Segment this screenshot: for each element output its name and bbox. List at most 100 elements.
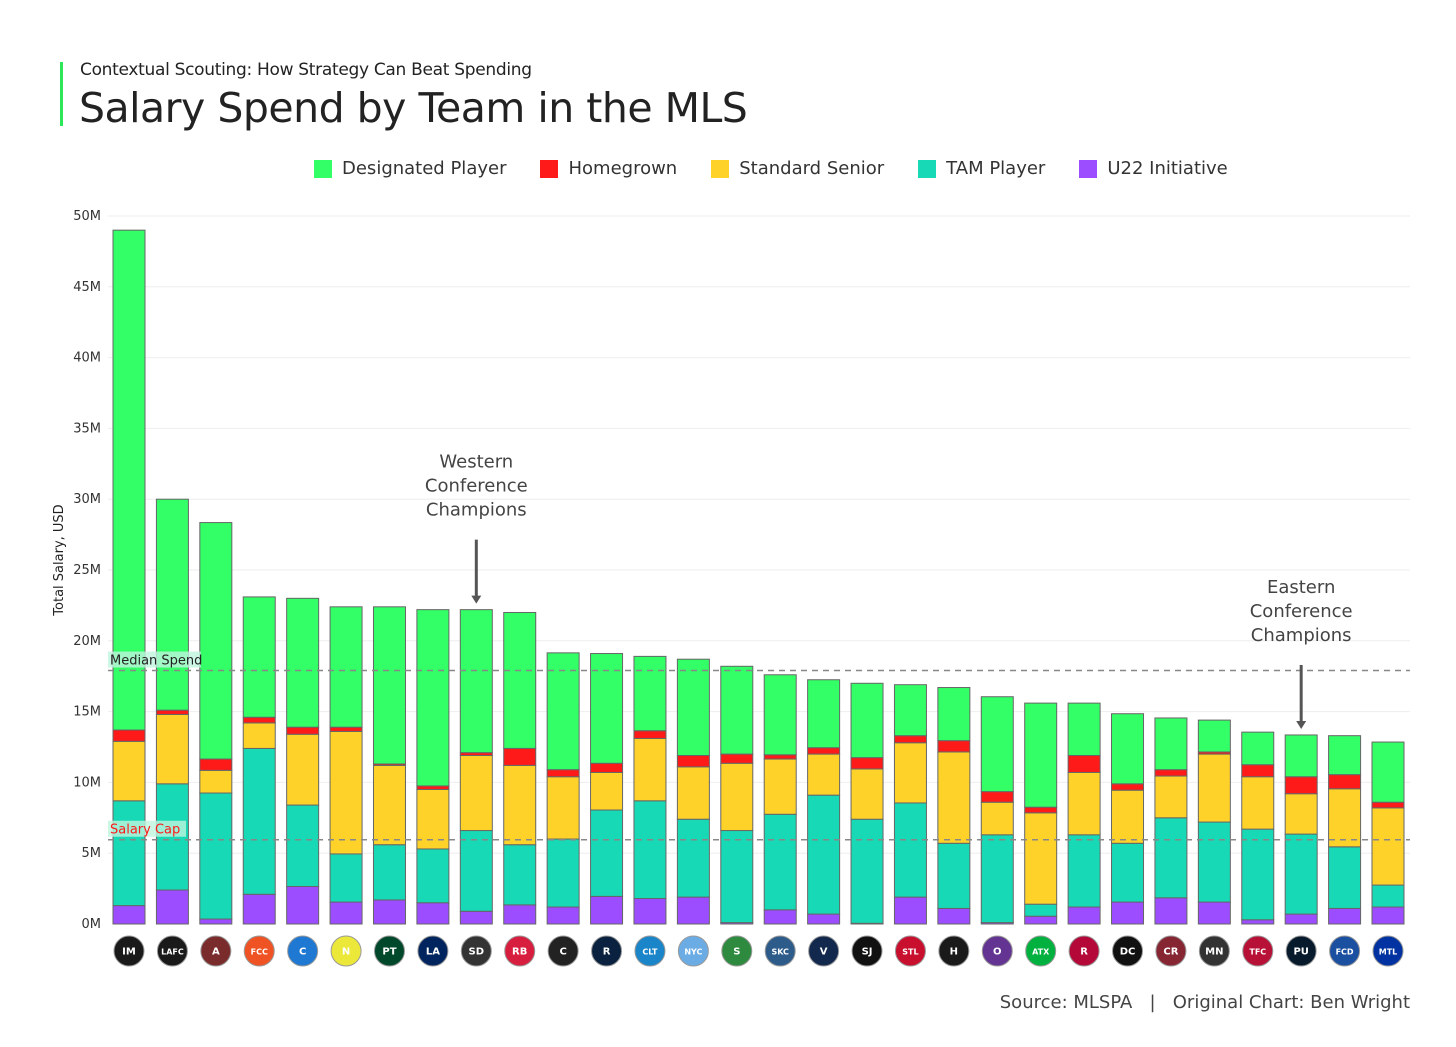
bar-segment-homegrown [980, 791, 1014, 803]
bar-segment-standard-senior [1111, 789, 1145, 844]
bar-segment-standard-senior [1197, 753, 1231, 823]
team-logo-badge [1329, 935, 1361, 967]
bar-segment-u22-initiative [1067, 906, 1101, 925]
team-logo-badge [851, 935, 883, 967]
legend-label: Designated Player [342, 158, 507, 179]
bar-segment-standard-senior [1024, 812, 1058, 905]
bar-segment-u22-initiative [199, 918, 233, 925]
bar-segment-standard-senior [546, 776, 580, 840]
reference-line-label: Salary Cap [110, 823, 180, 838]
bar-segment-tam-player [329, 853, 363, 903]
bar-segment-tam-player [850, 818, 884, 924]
bar-segment-standard-senior [676, 766, 710, 820]
y-tick-label: 5M [82, 846, 102, 861]
bar-segment-u22-initiative [763, 909, 797, 925]
team-logo-badge [200, 935, 232, 967]
bar-segment-designated-player [1284, 734, 1318, 778]
team-logo-badge [591, 935, 623, 967]
team-logo-text: STL [902, 948, 918, 957]
team-logo: CLTCharlotte FC [634, 935, 666, 967]
bar-segment-tam-player [590, 809, 624, 897]
team-logo: TFCToronto FC [1242, 935, 1274, 967]
bar-segment-homegrown [850, 757, 884, 770]
team-logo-text: C [559, 947, 566, 958]
bar-segment-homegrown [763, 754, 797, 760]
team-logo-text: SKC [771, 948, 789, 957]
legend-swatch [314, 159, 332, 178]
team-logo-badge [1025, 935, 1057, 967]
bar-segment-tam-player [155, 783, 189, 891]
bar-segment-tam-player [980, 834, 1014, 924]
team-logo-text: N [342, 947, 350, 958]
bar-segment-designated-player [503, 611, 537, 749]
team-logo: NNashville SC [330, 935, 362, 967]
bar-segment-designated-player [937, 687, 971, 742]
bar-segment-homegrown [546, 769, 580, 778]
legend-label: TAM Player [946, 158, 1046, 179]
bar-segment-standard-senior [720, 762, 754, 832]
bar-segment-homegrown [1111, 783, 1145, 791]
bar-segment-designated-player [155, 498, 189, 711]
team-logo-badge [677, 935, 709, 967]
bar-segment-tam-player [937, 842, 971, 909]
team-logo-badge [721, 935, 753, 967]
team-logo-text: R [603, 947, 611, 958]
team-logo-text: C [299, 947, 306, 958]
bar-segment-designated-player [459, 609, 493, 754]
bar-segment-u22-initiative [893, 896, 927, 925]
bar-segment-tam-player [893, 802, 927, 898]
bar-segment-designated-player [372, 606, 406, 765]
bar-segment-homegrown [1067, 754, 1101, 773]
team-logo-badge [894, 935, 926, 967]
bar-segment-standard-senior [199, 769, 233, 794]
team-logo: RNew England Revolution [591, 935, 623, 967]
annotation-arrow-head [471, 595, 482, 604]
team-logo: PUPhiladelphia Union [1285, 935, 1317, 967]
bar-segment-u22-initiative [590, 895, 624, 925]
team-logo: NYCNew York City FC [677, 935, 709, 967]
team-logo-badge [981, 935, 1013, 967]
team-logo-text: MTL [1379, 948, 1398, 957]
team-logo-text: SD [469, 947, 485, 958]
bar-segment-homegrown [937, 740, 971, 753]
annotation-arrow-head [1296, 720, 1307, 729]
bar-segment-tam-player [720, 830, 754, 924]
bar-segment-u22-initiative [372, 899, 406, 925]
team-logo: LAFCLAFC [156, 935, 188, 967]
legend-item: U22 Initiative [1079, 158, 1228, 179]
bar-segment-standard-senior [1284, 793, 1318, 835]
team-logo: RBNew York Red Bulls [504, 935, 536, 967]
legend-swatch [1079, 159, 1098, 178]
bar-segment-homegrown [286, 726, 320, 735]
bar-segment-tam-player [1241, 828, 1275, 921]
team-logo-text: TFC [1249, 948, 1266, 957]
reference-label-bg [108, 820, 186, 837]
team-logo: FCCFC Cincinnati [243, 935, 275, 967]
team-logo-badge [504, 935, 536, 967]
team-logo: HHouston Dynamo [938, 935, 970, 967]
bar-segment-tam-player [1067, 834, 1101, 908]
bar-segment-standard-senior [807, 753, 841, 796]
annotation-text: Champions [1251, 625, 1352, 646]
team-logo: CChicago Fire [287, 935, 319, 967]
team-logo-text: LAFC [161, 948, 184, 957]
bar-segment-tam-player [1284, 833, 1318, 915]
bar-segment-designated-player [1111, 713, 1145, 785]
team-logo: SSeattle Sounders [721, 935, 753, 967]
team-logo: FCDFC Dallas [1329, 935, 1361, 967]
legend-swatch [918, 159, 937, 178]
bar-segment-homegrown [1024, 806, 1058, 814]
team-logo-badge [1068, 935, 1100, 967]
bar-segment-homegrown [503, 747, 537, 766]
team-logo: IMInter Miami [113, 935, 145, 967]
bar-segment-designated-player [633, 655, 667, 732]
team-logo-text: RB [512, 947, 527, 958]
bar-segment-designated-player [546, 652, 580, 771]
team-logo-badge [417, 935, 449, 967]
bar-segment-designated-player [112, 229, 146, 731]
team-logo-badge [1285, 935, 1317, 967]
bar-segment-homegrown [1284, 776, 1318, 795]
legend-item: Homegrown [540, 158, 677, 179]
bar-segment-u22-initiative [329, 901, 363, 925]
